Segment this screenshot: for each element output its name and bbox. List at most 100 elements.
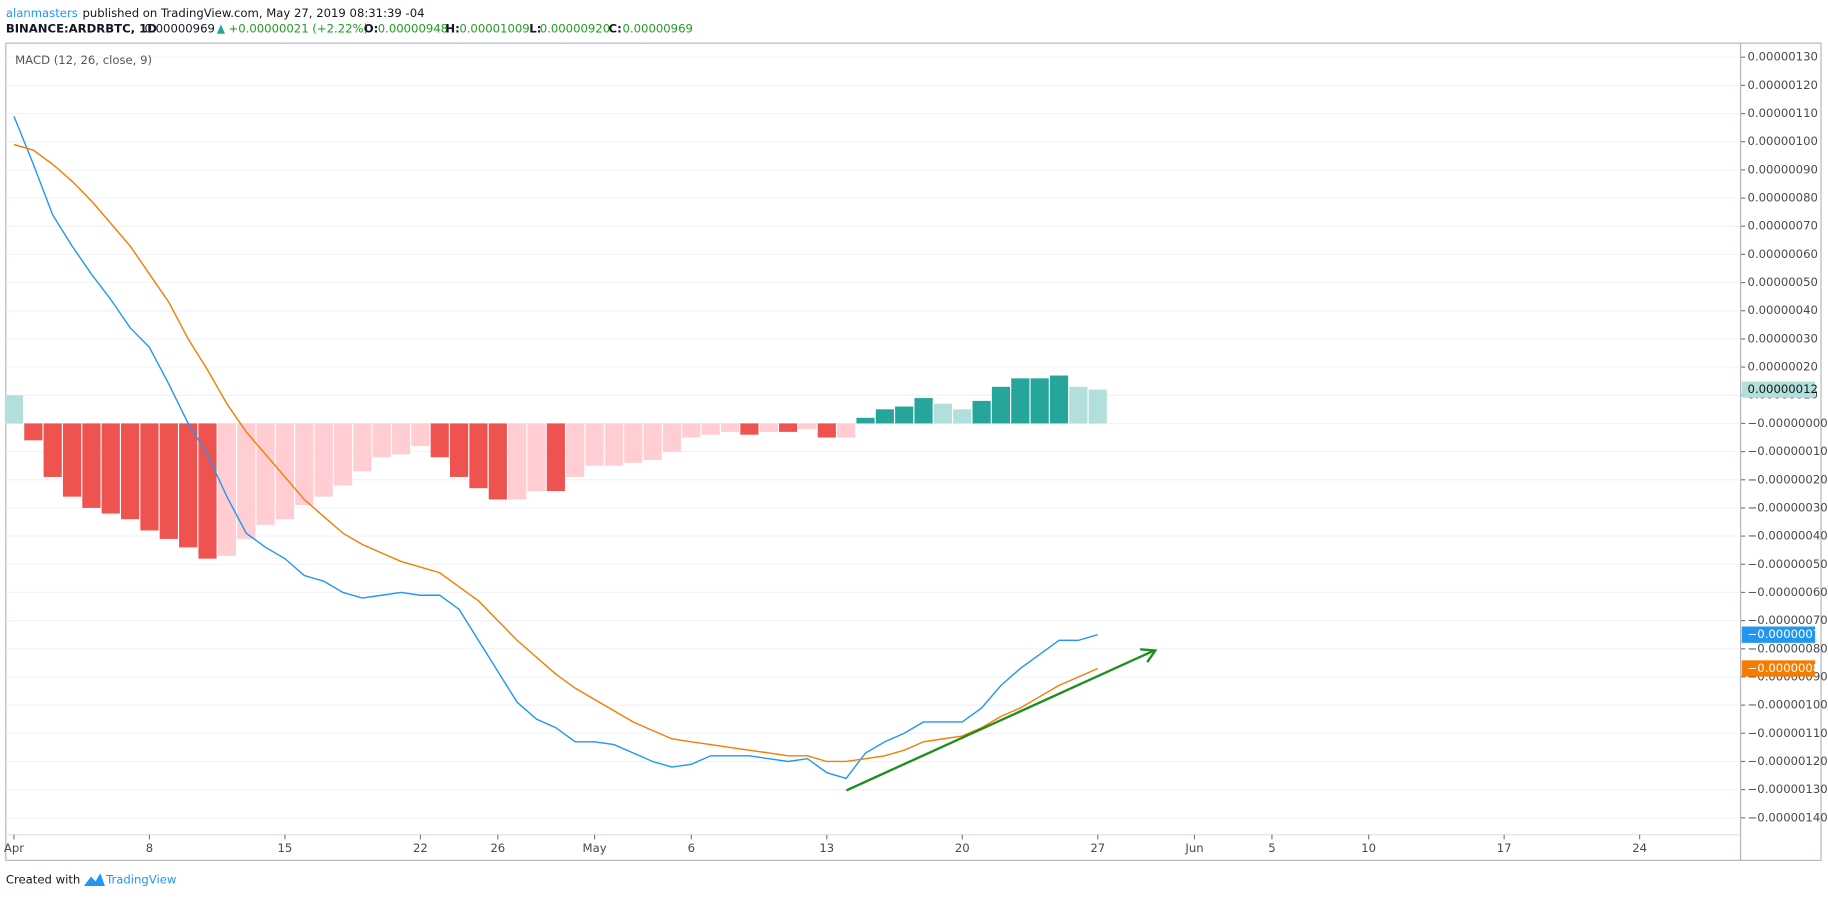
ohlc-value: 0.00000920	[540, 22, 610, 36]
y-tick-label: 0.00000130	[1748, 50, 1818, 64]
histogram-bar	[1088, 389, 1107, 424]
x-tick-label: May	[583, 841, 607, 855]
histogram-bar	[295, 423, 314, 506]
time-axis: Apr 8 15 22 26 May 6 13 20 27 Jun 5 10 17 24	[4, 834, 1647, 855]
histogram-bar	[720, 423, 740, 432]
histogram-bar	[372, 423, 391, 458]
logo	[83, 873, 105, 886]
histogram-bar	[914, 398, 933, 424]
footer-brand[interactable]: TradingView	[105, 873, 177, 887]
last-value-label: −0.00000075	[1748, 627, 1828, 641]
footer-prefix: Created with	[6, 873, 80, 887]
histogram-bar	[82, 423, 101, 508]
x-tick-label: Jun	[1184, 841, 1203, 855]
y-tick-label: −0.00000100	[1748, 698, 1828, 712]
y-tick-label: −0.00000140	[1748, 810, 1828, 824]
y-tick-label: −0.00000050	[1748, 557, 1828, 571]
x-tick-label: 15	[278, 841, 293, 855]
histogram-bar	[353, 423, 372, 472]
histogram-bar	[856, 417, 875, 424]
y-tick-label: 0.00000090	[1748, 162, 1818, 176]
x-tick-label: Apr	[4, 841, 24, 855]
ohlc-label: L:	[529, 22, 541, 36]
histogram-bar	[333, 423, 353, 486]
trend-arrow	[845, 649, 1155, 792]
histogram-bar	[933, 403, 953, 424]
symbol: BINANCE:ARDRBTC, 1D	[6, 22, 157, 36]
histogram-bar	[953, 409, 972, 424]
ohlc-value: 0.00000969	[623, 22, 693, 36]
histogram-bar	[1011, 378, 1030, 424]
y-tick-label: 0.00000070	[1748, 219, 1818, 233]
histogram-bar	[604, 423, 624, 466]
x-tick-label: 10	[1361, 841, 1376, 855]
histogram-bar	[101, 423, 120, 514]
histogram-bar	[488, 423, 507, 500]
histogram-bar	[430, 423, 449, 458]
x-tick-label: 17	[1497, 841, 1512, 855]
histogram-bar	[314, 423, 333, 497]
histogram-bar	[972, 400, 991, 424]
last-value-box	[1741, 626, 1816, 643]
line	[13, 143, 1099, 763]
published: published on TradingView.com, May 27, 20…	[82, 5, 424, 19]
histogram-bar	[1030, 378, 1049, 424]
histogram-bar	[778, 423, 798, 432]
y-tick-label: 0.00000080	[1748, 191, 1818, 205]
histogram-bar	[991, 386, 1011, 424]
change: +0.00000021 (+2.22%)	[229, 22, 369, 36]
histogram-bar	[1069, 386, 1088, 424]
indicator-title: MACD (12, 26, close, 9)	[15, 53, 152, 67]
histogram-bar	[895, 406, 914, 424]
histogram-bar	[159, 423, 178, 539]
histogram-bar	[179, 423, 198, 548]
y-tick-label: −0.00000060	[1748, 585, 1828, 599]
x-tick-label: 26	[490, 841, 505, 855]
x-tick-label: 22	[413, 841, 428, 855]
histogram-bar	[411, 423, 430, 446]
last-value-label: −0.00000087	[1748, 661, 1828, 675]
histogram-bar	[662, 423, 682, 452]
last-value-box	[1741, 660, 1816, 677]
ohlc-label: C:	[609, 22, 622, 36]
histogram-bar	[585, 423, 604, 466]
histogram-bar	[24, 423, 43, 441]
y-tick-label: −0.00000120	[1748, 754, 1828, 768]
histogram-bar	[62, 423, 82, 497]
histogram-bar	[624, 423, 643, 463]
y-tick-label: −0.00000040	[1748, 529, 1828, 543]
x-tick-label: 8	[146, 841, 153, 855]
histogram-bar	[4, 395, 24, 424]
last-value-label: 0.00000012	[1748, 382, 1818, 396]
histogram-bar	[875, 409, 894, 424]
x-tick-label: 13	[819, 841, 834, 855]
y-tick-label: −0.00000080	[1748, 641, 1828, 655]
y-tick-label: −0.00000000	[1748, 416, 1828, 430]
histogram-bar	[701, 423, 720, 435]
histogram-bar	[759, 423, 778, 432]
histogram-bar	[508, 423, 527, 500]
histogram-bar	[391, 423, 411, 455]
histogram-bar	[469, 423, 488, 489]
last-value-box	[1741, 381, 1816, 398]
x-tick-label: 20	[955, 841, 970, 855]
histogram-bar	[198, 423, 217, 559]
histogram-bar	[798, 423, 817, 430]
histogram-bar	[837, 423, 856, 438]
histogram-bar	[1049, 375, 1069, 424]
y-tick-label: −0.00000030	[1748, 500, 1828, 514]
x-tick-label: 24	[1632, 841, 1647, 855]
y-tick-label: 0.00000030	[1748, 331, 1818, 345]
y-tick-label: 0.00000060	[1748, 247, 1818, 261]
price-axis: 0.00000130 0.00000120 0.00000110 0.00000100…	[1740, 50, 1828, 824]
ohlc-value: 0.00000948	[378, 22, 448, 36]
y-tick-label: −0.00000010	[1748, 444, 1828, 458]
ohlc-value: 0.00001009	[459, 22, 529, 36]
histogram-bar	[275, 423, 295, 520]
y-tick-label: 0.00000110	[1748, 106, 1818, 120]
histogram-bar	[740, 423, 759, 435]
trend-arrow-head	[1140, 648, 1158, 663]
line	[13, 116, 1098, 780]
y-tick-label: −0.00000110	[1748, 726, 1828, 740]
y-tick-label: 0.00000120	[1748, 78, 1818, 92]
